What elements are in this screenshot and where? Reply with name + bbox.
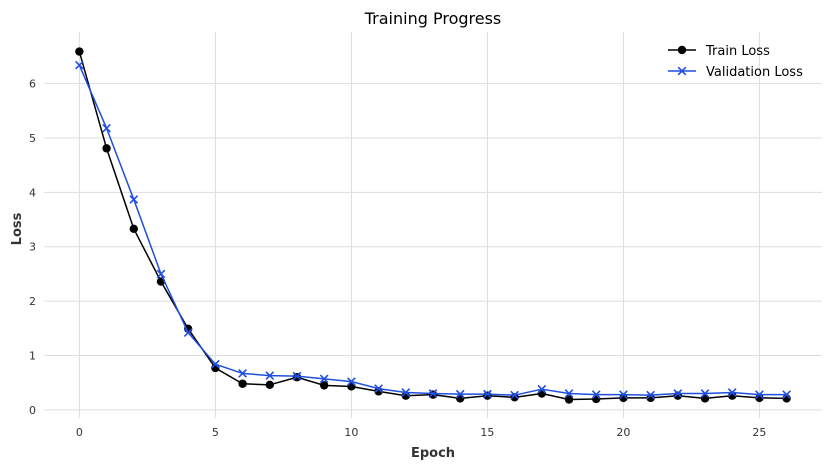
train-loss-point (102, 144, 111, 153)
y-tick-label: 5 (29, 132, 36, 145)
validation-loss-point (646, 390, 655, 400)
validation-loss-point (510, 390, 519, 400)
validation-loss-point (156, 269, 166, 279)
validation-loss-point (619, 390, 628, 399)
validation-loss-point (374, 384, 383, 394)
train-loss-point (483, 391, 492, 400)
x-axis-ticks: 0 5 10 15 20 25 (76, 426, 767, 439)
validation-loss-point (292, 371, 302, 381)
validation-loss-point (401, 388, 411, 397)
legend-item-train-loss: Train Loss (668, 44, 770, 59)
validation-loss-point (211, 359, 220, 369)
series-train-loss (75, 47, 791, 404)
validation-loss-point (727, 388, 737, 397)
validation-loss-point (319, 374, 329, 384)
validation-loss-point (74, 60, 84, 70)
train-loss-point (238, 379, 247, 388)
legend-marker-train-loss (677, 45, 687, 55)
legend-marker-validation-loss (677, 66, 687, 76)
train-loss-point (265, 380, 274, 390)
x-tick-label: 25 (752, 426, 766, 439)
validation-loss-point (673, 389, 683, 398)
x-tick-label: 10 (344, 426, 358, 439)
train-loss-point (129, 224, 138, 234)
x-tick-label: 0 (76, 426, 83, 439)
validation-loss-point (347, 377, 356, 386)
train-loss-point (564, 395, 574, 404)
y-tick-label: 1 (29, 349, 36, 362)
train-loss-point (592, 394, 601, 404)
x-tick-label: 5 (212, 426, 219, 439)
legend-label-validation-loss: Validation Loss (706, 65, 803, 80)
legend-item-validation-loss: Validation Loss (668, 65, 803, 80)
chart-title: Training Progress (364, 9, 502, 28)
y-axis-ticks: 0 1 2 3 4 5 6 (29, 78, 36, 417)
validation-loss-point (129, 195, 139, 204)
validation-loss-point (564, 389, 574, 398)
validation-loss-point (428, 389, 438, 398)
train-loss-point (456, 394, 465, 403)
series-validation-loss (74, 60, 792, 400)
validation-loss-point (755, 390, 764, 399)
train-loss-point (319, 381, 329, 390)
train-loss-point (75, 47, 84, 56)
validation-loss-point (483, 389, 492, 399)
x-tick-label: 15 (480, 426, 494, 439)
legend-label-train-loss: Train Loss (705, 44, 770, 59)
validation-loss-point (700, 389, 710, 398)
validation-loss-point (537, 384, 547, 394)
y-tick-label: 3 (29, 241, 36, 254)
series-layer (74, 47, 792, 404)
x-axis-label: Epoch (411, 446, 455, 461)
y-axis-label: Loss (10, 212, 25, 245)
train-loss-line (78, 51, 787, 401)
validation-loss-point (455, 389, 465, 399)
y-tick-label: 6 (29, 78, 36, 91)
validation-loss-point (238, 369, 247, 378)
y-tick-label: 0 (29, 404, 36, 417)
validation-loss-point (591, 390, 601, 399)
grid (44, 32, 822, 418)
validation-loss-point (102, 123, 111, 133)
validation-loss-point (265, 371, 275, 380)
validation-loss-line (78, 64, 787, 396)
x-tick-label: 20 (616, 426, 630, 439)
y-tick-label: 4 (29, 186, 36, 199)
legend: Train Loss Validation Loss (668, 44, 803, 80)
validation-loss-point (782, 390, 792, 399)
y-tick-label: 2 (29, 295, 36, 308)
validation-loss-point (183, 328, 193, 338)
